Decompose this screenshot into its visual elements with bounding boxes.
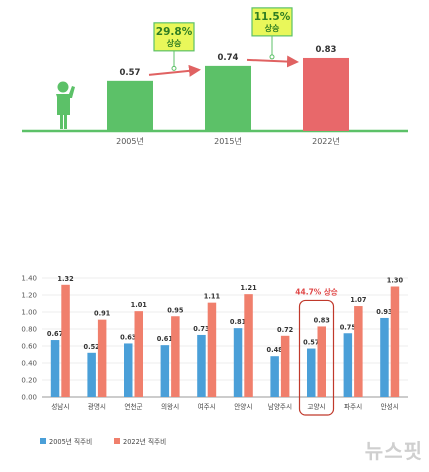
badge-dot (171, 65, 177, 71)
bar-2022 (354, 306, 363, 397)
bar-2022 (61, 284, 70, 397)
bar-value-label: 0.67 (47, 330, 64, 338)
bar-2022 (317, 326, 326, 397)
growth-arrow (246, 55, 299, 68)
x-tick-label: 의왕시 (161, 402, 179, 411)
x-tick-label: 고양시 (307, 403, 325, 411)
growth-badge (153, 22, 195, 52)
bar-2005 (160, 345, 170, 397)
category-label: 2022년 (312, 136, 340, 146)
bar-value-label: 0.52 (84, 343, 101, 351)
highlight-annotation: 44.7% 상승 (295, 286, 338, 296)
bar-value-label: 0.74 (218, 53, 239, 63)
x-tick-label: 성남시 (51, 402, 69, 411)
bar-2022 (171, 316, 180, 397)
growth-arrow (148, 64, 201, 77)
legend-swatch (114, 438, 120, 444)
bar-value-label: 0.61 (157, 335, 174, 343)
bar-value-label: 0.75 (340, 323, 357, 331)
growth-badge-value: 11.5% (254, 11, 291, 23)
y-tick-label: 0.00 (21, 394, 37, 402)
x-tick-label: 안양시 (234, 402, 252, 411)
bar-value-label: 0.48 (267, 346, 284, 354)
x-tick-label: 광명시 (88, 402, 106, 411)
y-tick-label: 1.40 (21, 275, 37, 283)
bar-value-label: 0.73 (193, 325, 210, 333)
y-tick-label: 0.60 (21, 343, 37, 351)
bar-value-label: 1.07 (350, 296, 367, 304)
bar-2022 (134, 311, 143, 397)
bar-value-label: 1.21 (240, 284, 257, 292)
bar-2005 (307, 348, 316, 397)
x-tick-label: 안성시 (381, 402, 399, 411)
growth-badge (251, 7, 293, 37)
x-tick-label: 파주시 (344, 402, 362, 411)
x-tick-label: 남양주시 (268, 402, 292, 411)
y-tick-label: 0.80 (21, 326, 37, 334)
y-tick-label: 0.20 (21, 377, 37, 385)
bar-2022 (280, 335, 290, 397)
bar-value-label: 0.83 (316, 45, 337, 55)
bar-2005 (197, 334, 206, 397)
bar-value-label: 0.95 (167, 306, 184, 314)
bar-value-label: 0.72 (277, 326, 294, 334)
highlight-box (298, 299, 335, 416)
y-tick-label: 1.20 (21, 292, 37, 300)
bar-value-label: 0.81 (230, 318, 247, 326)
bar-2022 (97, 319, 107, 397)
bar-value-label: 1.30 (387, 277, 404, 285)
category-label: 2005년 (116, 136, 144, 146)
growth-badge-label: 상승 (167, 38, 182, 48)
bar-value-label: 1.32 (57, 275, 74, 283)
bar-2022 (207, 302, 217, 397)
y-tick-label: 0.40 (21, 360, 37, 368)
bar-value-label: 0.83 (314, 316, 331, 324)
bar-2 (205, 65, 251, 131)
bar-value-label: 0.91 (94, 310, 111, 318)
bar-2005 (380, 317, 389, 397)
bar-value-label: 1.01 (131, 301, 148, 309)
bar-1 (107, 80, 153, 131)
y-tick-label: 1.00 (21, 309, 37, 317)
growth-badge-value: 29.8% (156, 26, 193, 38)
bar-2005 (87, 352, 96, 397)
bar-value-label: 1.11 (204, 293, 221, 301)
x-tick-label: 여주시 (198, 402, 216, 411)
city-comparison-chart: 0.00 0.20 0.40 0.60 0.80 1.00 1.20 1.40 0.67 1.3… (21, 275, 408, 446)
legend-label: 2022년 직주비 (123, 437, 166, 446)
person-icon (56, 81, 75, 129)
bar-2022 (390, 286, 400, 397)
x-tick-label: 연천군 (124, 402, 142, 411)
bar-value-label: 0.57 (303, 339, 320, 347)
bar-value-label: 0.57 (120, 68, 141, 78)
legend-swatch (40, 438, 46, 444)
growth-badge-label: 상승 (265, 23, 280, 33)
badge-dot (269, 54, 275, 60)
bar-value-label: 0.63 (120, 333, 137, 341)
watermark-logo: 뉴스핏 (364, 439, 423, 463)
bar-2005 (343, 333, 353, 397)
bar-value-label: 0.93 (376, 308, 393, 316)
bar-2005 (50, 340, 60, 397)
bar-2022 (244, 294, 253, 397)
bar-2005 (270, 356, 279, 397)
bar-3 (303, 57, 349, 131)
category-label: 2015년 (214, 136, 242, 146)
bar-2005 (124, 343, 133, 397)
legend-label: 2005년 직주비 (49, 437, 92, 446)
bar-2005 (233, 328, 243, 397)
